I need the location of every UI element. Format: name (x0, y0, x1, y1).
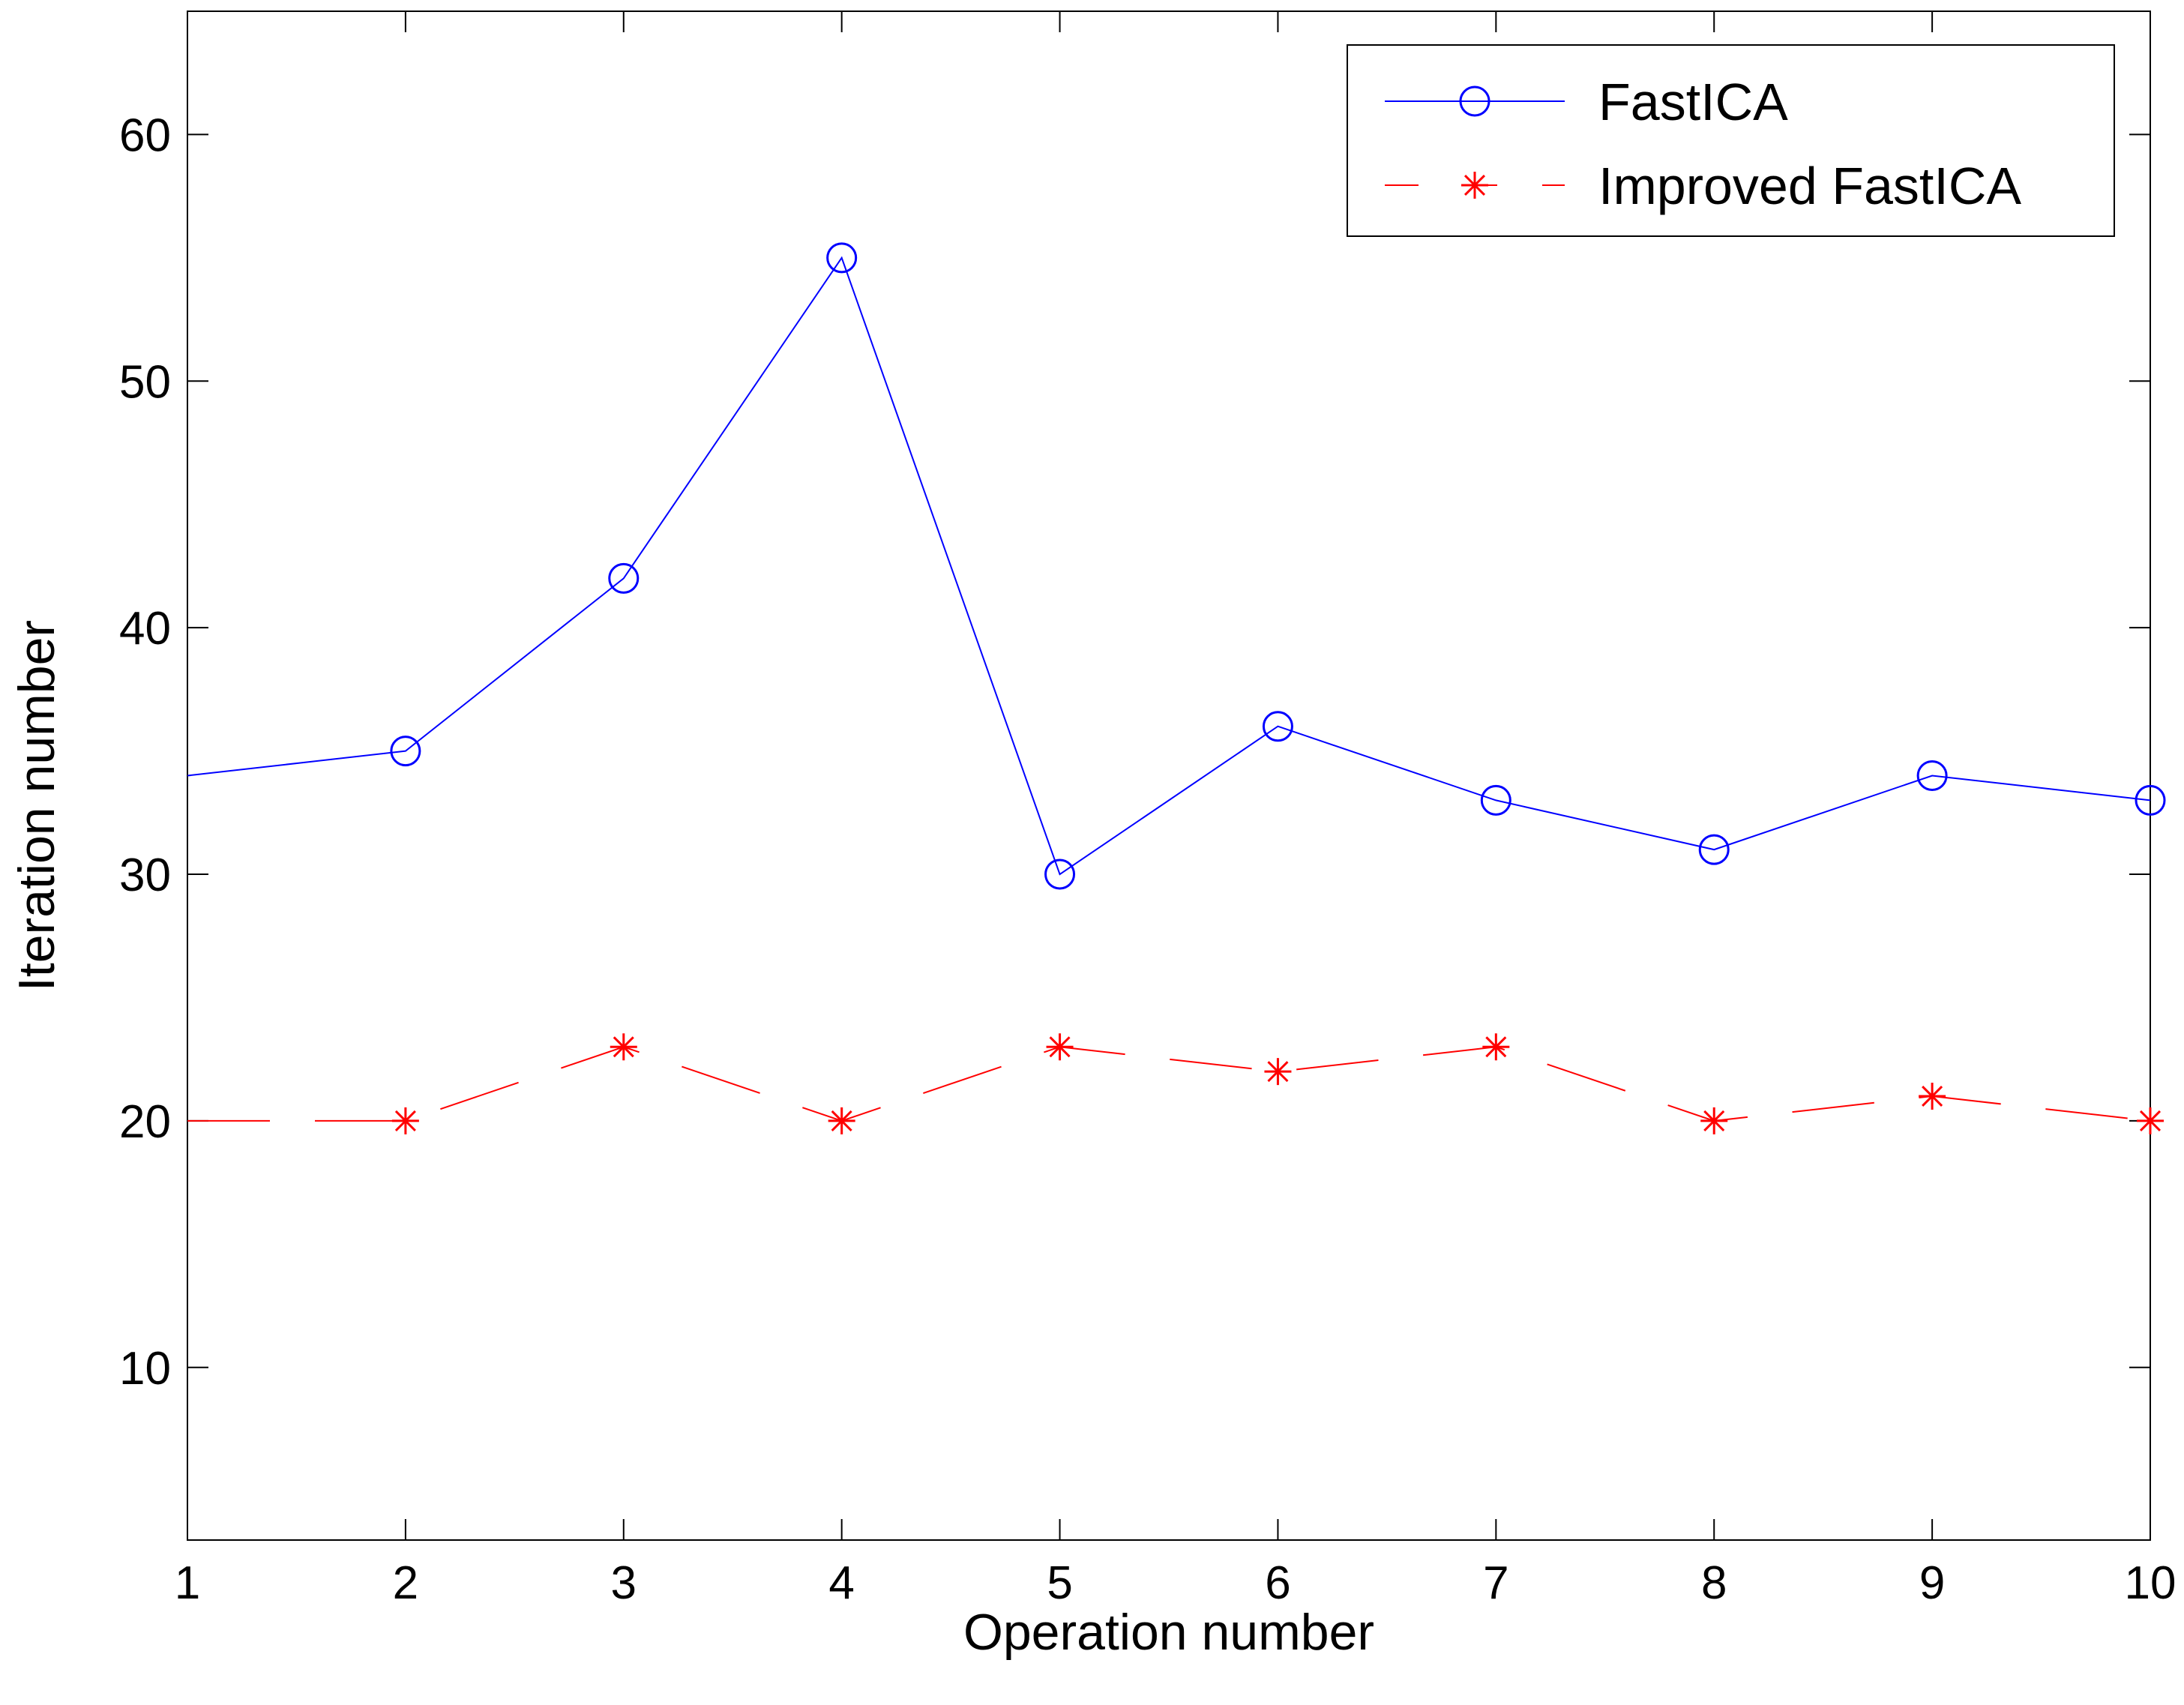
series-line (187, 256, 2151, 876)
x-tick-label: 3 (611, 1557, 637, 1609)
data-point (1480, 784, 1511, 816)
data-point (1264, 1058, 1292, 1086)
data-point (1916, 760, 1948, 791)
x-tick-label: 10 (2125, 1557, 2177, 1609)
legend-entry: FastICA (1385, 73, 1788, 131)
y-axis-label: Iteration number (8, 620, 65, 991)
data-point (610, 1033, 637, 1061)
x-tick-label: 8 (1701, 1557, 1727, 1609)
data-point (1044, 858, 1076, 890)
legend-label: FastICA (1598, 73, 1788, 131)
x-tick-label: 1 (175, 1557, 200, 1609)
x-tick-label: 5 (1047, 1557, 1072, 1609)
series-fastica (187, 242, 2166, 890)
axis-tick-labels: 1 2 3 4 5 6 7 8 9 10 10 20 30 40 50 60 (119, 109, 2176, 1609)
y-tick-label: 40 (119, 603, 171, 655)
series-improved-fastica (187, 1033, 2164, 1134)
series-layer (187, 242, 2166, 1134)
data-point (2137, 1107, 2164, 1134)
y-tick-label: 50 (119, 356, 171, 408)
data-point (391, 1107, 419, 1134)
x-tick-label: 2 (393, 1557, 418, 1609)
legend: FastICA Improved FastICA (1347, 44, 2115, 237)
legend-box (1347, 44, 2115, 237)
data-point (826, 242, 858, 274)
y-tick-label: 10 (119, 1343, 171, 1395)
legend-marker (1461, 172, 1488, 199)
data-point (390, 736, 421, 767)
data-point (828, 1107, 855, 1134)
x-tick-label: 6 (1265, 1557, 1290, 1609)
y-tick-label: 60 (119, 109, 171, 161)
x-tick-label: 9 (1919, 1557, 1945, 1609)
legend-marker (1459, 85, 1490, 117)
data-point (608, 562, 640, 594)
plot-area (187, 10, 2151, 1541)
data-point (1262, 711, 1293, 742)
x-tick-label: 7 (1483, 1557, 1508, 1609)
y-tick-label: 20 (119, 1096, 171, 1148)
legend-entry: Improved FastICA (1385, 157, 2021, 215)
x-axis-label: Operation number (963, 1604, 1374, 1661)
data-point (1482, 1033, 1510, 1061)
data-point (2135, 784, 2166, 816)
series-line (187, 1046, 2151, 1122)
legend-label: Improved FastICA (1598, 157, 2021, 215)
data-point (1700, 1107, 1728, 1134)
data-point (1698, 834, 1730, 865)
data-point (1046, 1033, 1074, 1061)
x-tick-label: 4 (828, 1557, 854, 1609)
data-point (1919, 1083, 1946, 1110)
y-tick-label: 30 (119, 850, 171, 901)
